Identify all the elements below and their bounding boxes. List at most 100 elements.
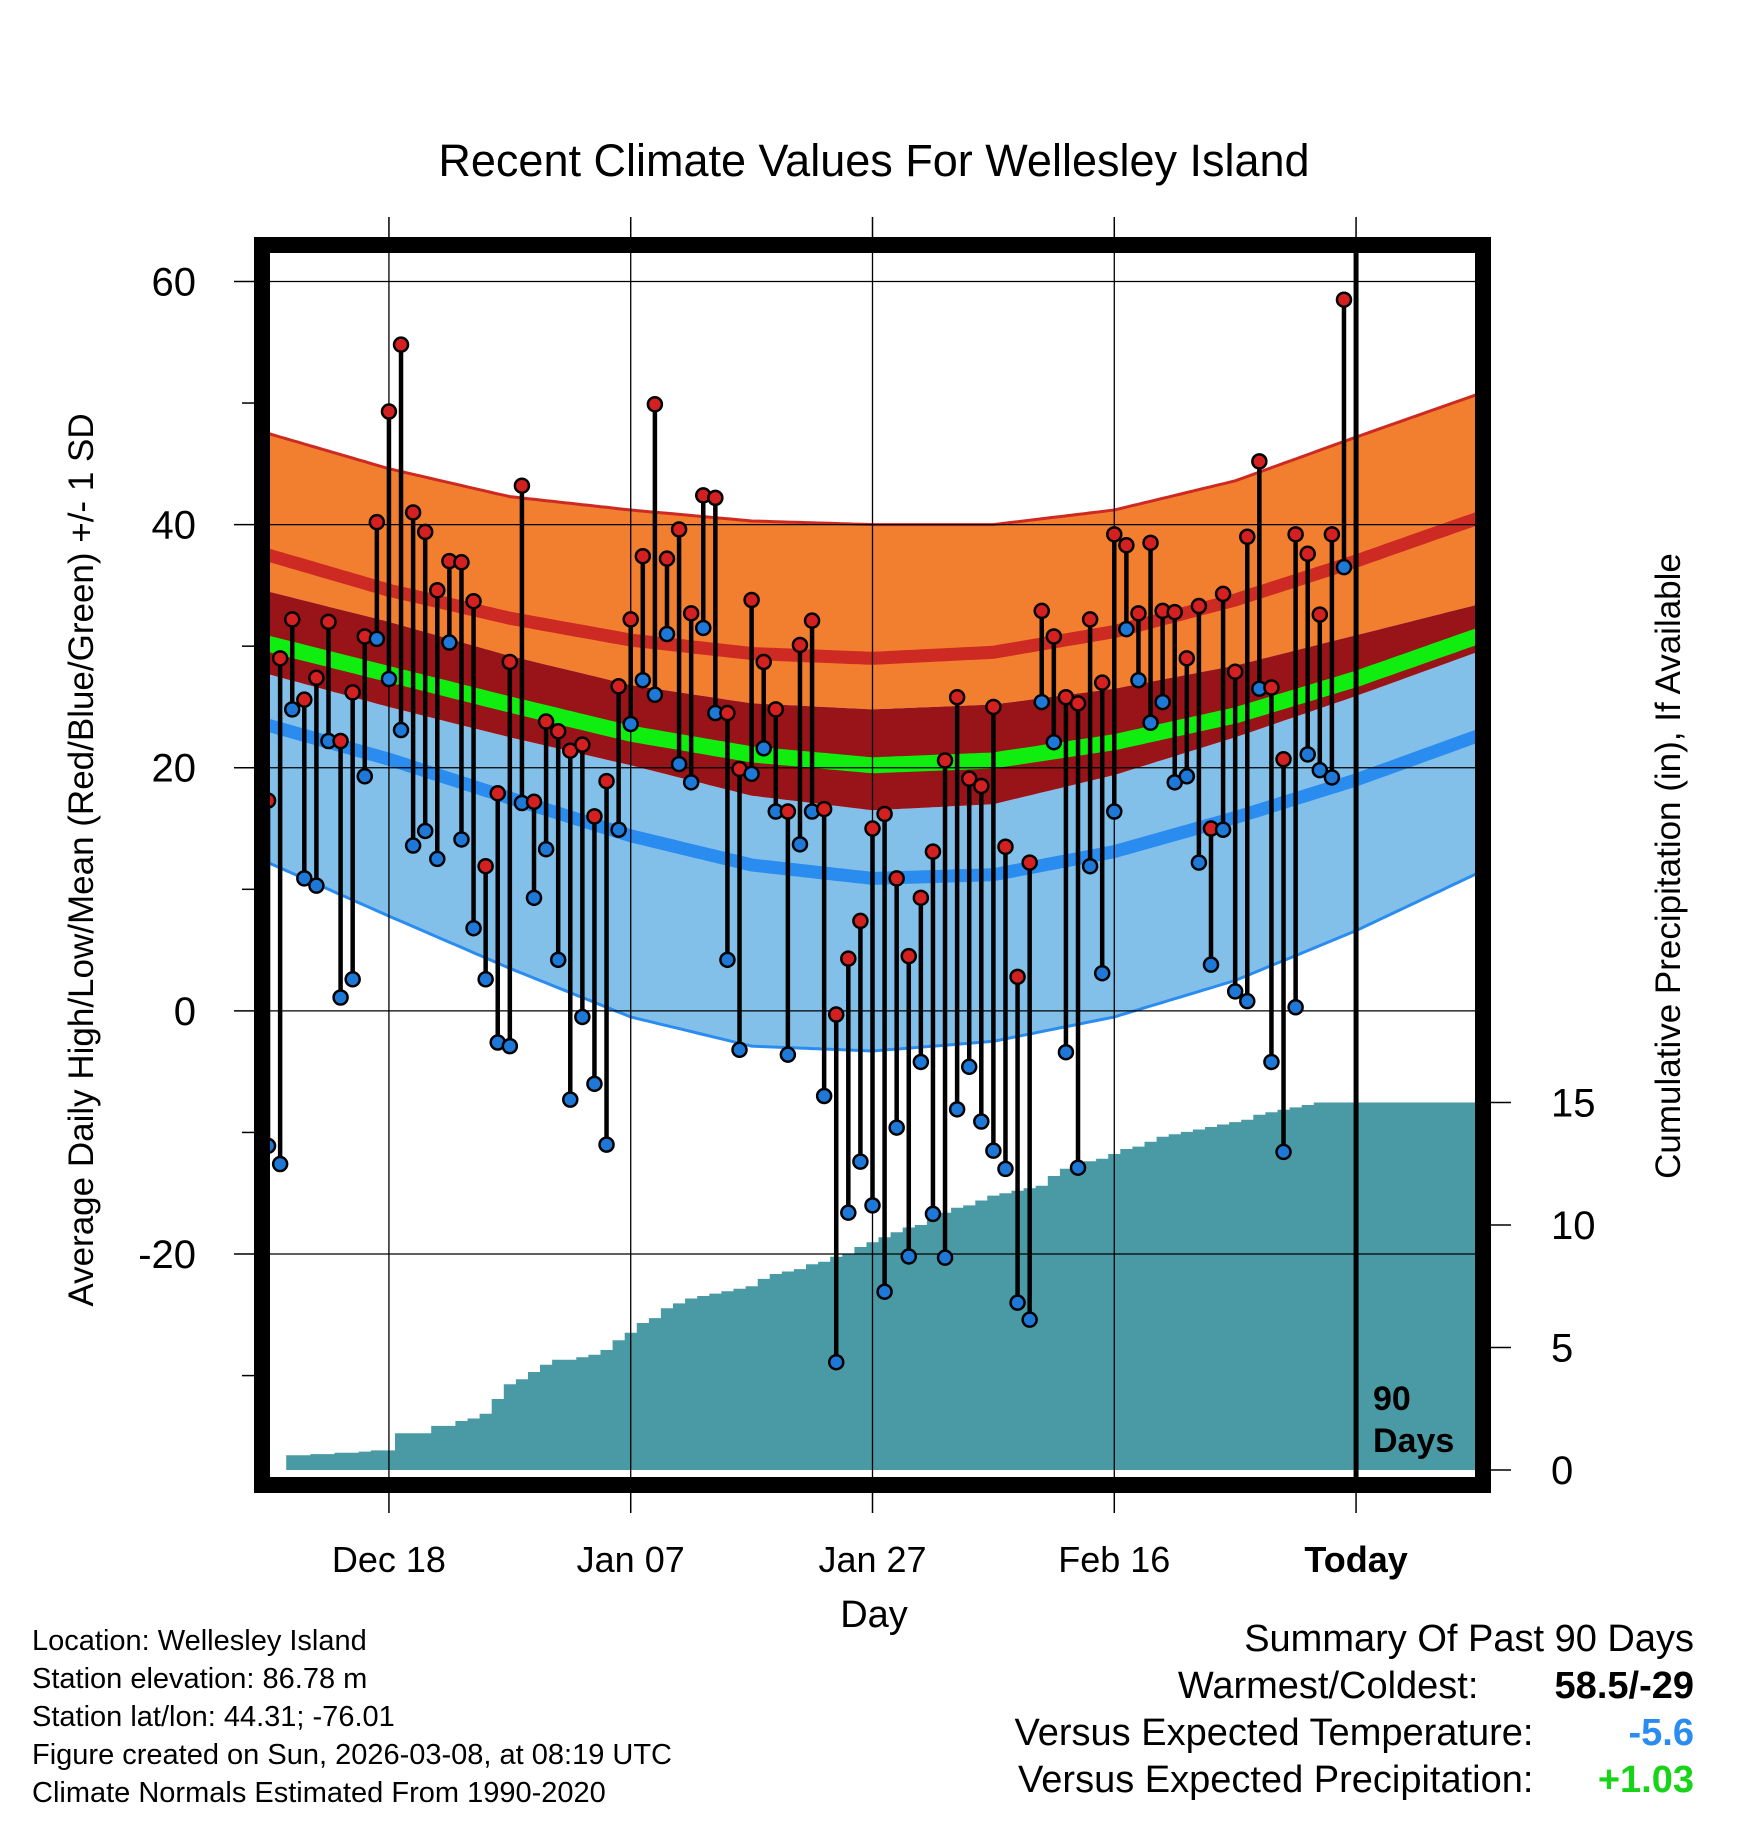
high-point: [1190, 597, 1208, 615]
y-tick-label: 40: [152, 504, 197, 548]
low-point: [876, 1283, 893, 1300]
low-point: [1239, 992, 1256, 1010]
high-point: [767, 701, 785, 718]
high-point: [368, 513, 386, 531]
low-point: [719, 951, 736, 969]
low-point: [646, 686, 664, 704]
y-tick-label: 0: [174, 990, 196, 1034]
low-point: [658, 625, 676, 643]
summary-warmest-row: Warmest/Coldest: 58.5/-29: [1015, 1663, 1694, 1710]
low-point: [404, 837, 422, 854]
x-tick-label: Jan 27: [818, 1539, 926, 1580]
high-point: [1081, 611, 1099, 628]
high-point: [453, 554, 470, 571]
high-point: [1178, 650, 1196, 667]
low-point: [743, 765, 760, 783]
high-point: [803, 612, 821, 629]
high-point: [1287, 526, 1304, 543]
y-tick-label: 60: [152, 260, 197, 304]
low-point: [610, 821, 627, 838]
high-point: [827, 1006, 845, 1023]
high-point: [574, 736, 591, 753]
low-point: [1190, 854, 1208, 871]
low-point: [574, 1008, 591, 1026]
temp-value: -5.6: [1628, 1712, 1694, 1754]
high-point: [537, 713, 555, 730]
high-point: [791, 636, 809, 654]
normals-text: Climate Normals Estimated From 1990-2020: [32, 1777, 606, 1809]
low-point: [1069, 1159, 1087, 1176]
high-point: [948, 688, 966, 706]
summary-title: Summary Of Past 90 Days: [1244, 1618, 1694, 1660]
summary-precip-row: Versus Expected Precipitation: +1.03: [1015, 1757, 1694, 1804]
high-point: [719, 704, 736, 722]
high-point: [1299, 545, 1316, 563]
high-point: [1323, 526, 1341, 543]
low-point: [549, 951, 567, 969]
low-point: [924, 1205, 942, 1223]
y2-tick-label: 10: [1551, 1204, 1596, 1248]
low-point: [525, 889, 543, 907]
high-point: [864, 820, 881, 837]
low-point: [1178, 768, 1196, 785]
low-point: [296, 870, 313, 887]
high-point: [1166, 603, 1183, 621]
high-point: [852, 912, 869, 930]
low-point: [1275, 1143, 1292, 1161]
low-point: [392, 721, 410, 739]
temp-label: Versus Expected Temperature:: [1014, 1712, 1534, 1754]
low-point: [537, 840, 555, 858]
high-point: [900, 947, 918, 965]
low-point: [1045, 733, 1063, 751]
high-point: [1130, 605, 1147, 622]
high-point: [622, 611, 639, 628]
low-point: [1009, 1294, 1026, 1311]
high-point: [1093, 674, 1111, 691]
high-point: [598, 772, 615, 790]
low-point: [864, 1197, 881, 1214]
high-point: [344, 684, 361, 701]
low-point: [973, 1113, 990, 1130]
low-point: [1154, 693, 1171, 711]
low-point: [1021, 1311, 1038, 1328]
high-point: [1021, 854, 1038, 871]
low-point: [815, 1087, 833, 1105]
high-point: [1033, 602, 1050, 620]
low-point: [356, 768, 374, 785]
x-tick-label: Jan 07: [577, 1539, 685, 1580]
chart-title: Recent Climate Values For Wellesley Isla…: [438, 135, 1309, 186]
low-point: [465, 919, 482, 937]
low-point: [368, 630, 386, 648]
created-text: Figure created on Sun, 2026-03-08, at 08…: [32, 1739, 672, 1771]
high-point: [658, 550, 676, 567]
low-point: [562, 1091, 579, 1108]
high-point: [1335, 291, 1353, 308]
precip-label: Versus Expected Precipitation:: [1018, 1759, 1534, 1801]
low-point: [1033, 693, 1050, 711]
warmest-label: Warmest/Coldest:: [1177, 1665, 1479, 1707]
y-tick-label: 20: [152, 747, 197, 791]
elevation-text: Station elevation: 86.78 m: [32, 1663, 368, 1695]
high-point: [1251, 453, 1268, 470]
low-point: [779, 1046, 797, 1063]
x-tick-label: Today: [1304, 1539, 1407, 1580]
low-point: [1057, 1043, 1075, 1061]
high-point: [634, 547, 652, 565]
y2-tick-label: 0: [1551, 1449, 1573, 1493]
high-point: [876, 805, 893, 823]
low-point: [1214, 821, 1232, 838]
low-point: [695, 619, 712, 637]
high-point: [271, 650, 289, 667]
low-point: [1299, 746, 1316, 763]
high-point: [1239, 528, 1256, 546]
latlon-text: Station lat/lon: 44.31; -76.01: [32, 1701, 395, 1733]
low-point: [1093, 964, 1111, 982]
high-point: [465, 592, 482, 610]
low-point: [271, 1155, 289, 1173]
summary-temp-row: Versus Expected Temperature: -5.6: [1015, 1710, 1694, 1757]
high-point: [973, 777, 990, 795]
low-point: [912, 1053, 930, 1071]
low-point: [827, 1353, 845, 1371]
low-point: [344, 971, 361, 988]
low-point: [1130, 671, 1147, 689]
